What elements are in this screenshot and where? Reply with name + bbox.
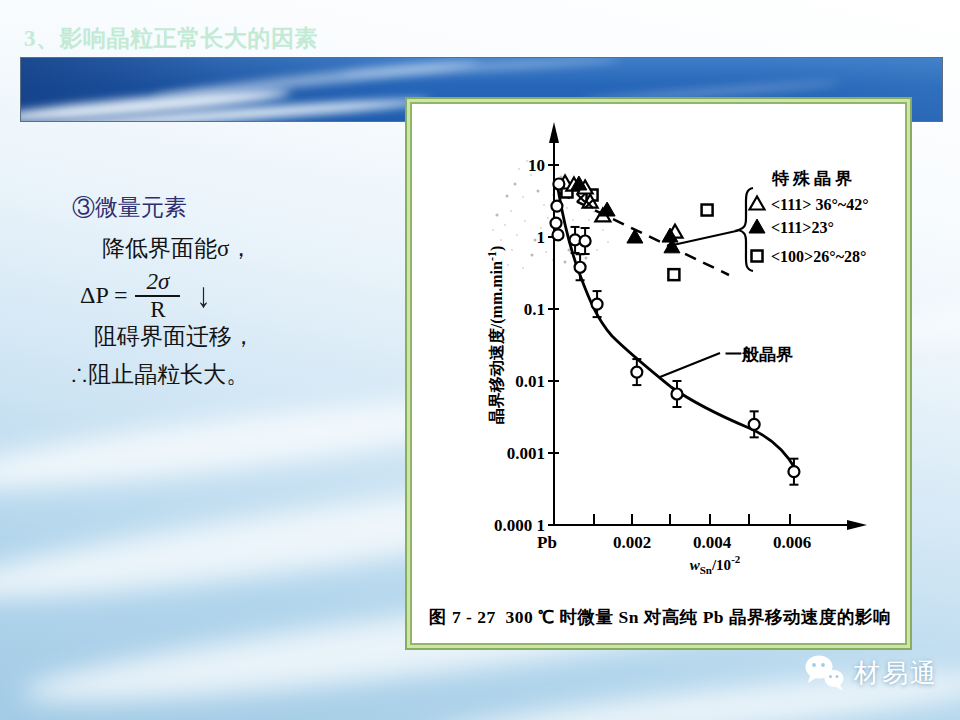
slide-title: 3、影响晶粒正常长大的因素 xyxy=(24,23,318,54)
svg-text:<111>23°: <111>23° xyxy=(771,219,834,236)
figure-panel: 101 0.10.01 0.0010.000 1 Pb0.002 0.0040.… xyxy=(405,97,912,650)
svg-text:0.006: 0.006 xyxy=(773,533,811,552)
general-label-leader xyxy=(660,353,720,377)
svg-text:<100>26°~28°: <100>26°~28° xyxy=(771,248,866,265)
note-line-1: 降低界面能σ， xyxy=(102,233,252,264)
scan-noise xyxy=(492,160,609,269)
formula-numerator: 2σ xyxy=(147,270,170,293)
x-axis-arrow xyxy=(847,520,867,530)
legend-title: 特殊晶界 xyxy=(771,169,856,188)
down-arrow: ↓ xyxy=(196,278,210,313)
svg-text:0.01: 0.01 xyxy=(515,372,545,391)
data-points xyxy=(551,176,800,485)
legend-labels: <111> 36°~42° <111>23° <100>26°~28° xyxy=(771,196,869,265)
svg-text:1: 1 xyxy=(537,228,546,247)
slide: 3、影响晶粒正常长大的因素 ③微量元素 降低界面能σ， ΔP = 2σ R ↓ … xyxy=(0,0,960,720)
svg-text:<111> 36°~42°: <111> 36°~42° xyxy=(771,196,869,213)
svg-text:10: 10 xyxy=(528,156,545,175)
watermark-logo: 材易通 xyxy=(803,653,938,693)
formula-lhs: ΔP = xyxy=(80,282,127,309)
x-ticks xyxy=(594,514,790,525)
formula-delta-p: ΔP = 2σ R ↓ xyxy=(80,270,210,321)
wechat-icon xyxy=(803,653,847,693)
x-axis-title: wSn/10-2 xyxy=(690,553,741,576)
y-axis-title: 晶界移动速度/(mm.min-1) xyxy=(485,246,506,424)
note-line-3: ∴阻止晶粒长大。 xyxy=(70,359,249,390)
subheading-trace-elements: ③微量元素 xyxy=(72,192,187,223)
formula-denominator: R xyxy=(150,298,165,321)
figure-caption: 图 7 - 27 300 ℃ 时微量 Sn 对高纯 Pb 晶界移动速度的影响 xyxy=(429,607,891,627)
formula-fraction: 2σ R xyxy=(135,270,180,321)
svg-text:Pb: Pb xyxy=(537,533,557,552)
svg-text:0.001: 0.001 xyxy=(507,444,545,463)
svg-text:0.004: 0.004 xyxy=(693,533,732,552)
general-boundary-label: 一般晶界 xyxy=(725,345,793,364)
note-line-2: 阻碍界面迁移， xyxy=(94,321,255,352)
y-axis-arrow xyxy=(549,122,559,143)
legend-markers xyxy=(749,197,765,262)
x-tick-labels: Pb 0.002 0.004 0.006 xyxy=(537,533,811,552)
chart: 101 0.10.01 0.0010.000 1 Pb0.002 0.0040.… xyxy=(407,99,914,652)
logo-text: 材易通 xyxy=(854,656,938,691)
svg-text:0.002: 0.002 xyxy=(613,533,651,552)
svg-text:0.1: 0.1 xyxy=(524,300,545,319)
